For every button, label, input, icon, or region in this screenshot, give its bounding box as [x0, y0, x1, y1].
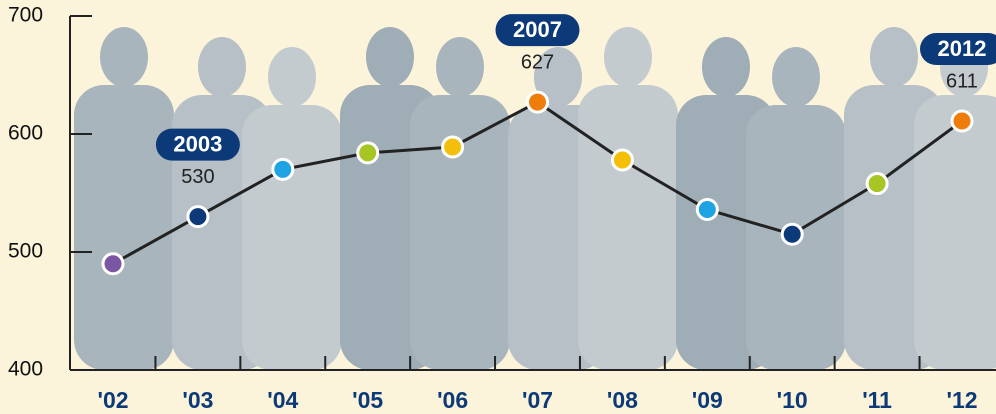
point [612, 150, 632, 170]
y-tick-label: 500 [8, 240, 43, 263]
y-tick-label: 400 [8, 358, 43, 381]
silhouette-body [410, 95, 510, 370]
x-tick-label: '07 [522, 387, 553, 413]
callout-label: 2012 [938, 36, 987, 61]
silhouette-head [268, 47, 316, 107]
page: 400 500 600 700 '02 '03 '04 '05 '06 '07 '08 '09 '10 '… [0, 0, 996, 414]
silhouette-body [578, 85, 678, 370]
point [103, 254, 123, 274]
silhouette-head [198, 37, 246, 97]
y-tick-label: 600 [8, 122, 43, 145]
chart: 400 500 600 700 '02 '03 '04 '05 '06 '07 '08 '09 '10 '… [0, 0, 996, 414]
point [952, 111, 972, 131]
silhouette-head [702, 37, 750, 97]
point [697, 200, 717, 220]
x-tick-label: '02 [97, 387, 128, 413]
silhouette-body [914, 95, 996, 370]
silhouette-body [242, 105, 342, 370]
x-tick-label: '09 [692, 387, 723, 413]
point [782, 224, 802, 244]
silhouette-head [870, 27, 918, 87]
point [528, 92, 548, 112]
callout-label: 2007 [513, 17, 562, 42]
point [358, 143, 378, 163]
x-tick-label: '11 [862, 387, 892, 413]
point [273, 159, 293, 179]
point [188, 207, 208, 227]
point [867, 174, 887, 194]
y-tick-label: 700 [8, 4, 43, 27]
x-tick-label: '05 [352, 387, 383, 413]
x-tick-label: '08 [607, 387, 638, 413]
silhouette-head [436, 37, 484, 97]
x-tick-label: '03 [182, 387, 213, 413]
silhouette-body [74, 85, 174, 370]
value-label: 611 [946, 70, 978, 92]
x-tick-label: '06 [437, 387, 468, 413]
x-tick-label: '04 [267, 387, 298, 413]
value-label: 530 [181, 166, 214, 188]
point [443, 137, 463, 157]
silhouette-head [366, 27, 414, 87]
x-tick-label: '10 [777, 387, 808, 413]
x-tick-label: '12 [946, 387, 977, 413]
value-label: 627 [521, 51, 554, 73]
callout-label: 2003 [173, 131, 222, 156]
silhouette-head [100, 27, 148, 87]
silhouette-head [772, 47, 820, 107]
silhouette-head [604, 27, 652, 87]
